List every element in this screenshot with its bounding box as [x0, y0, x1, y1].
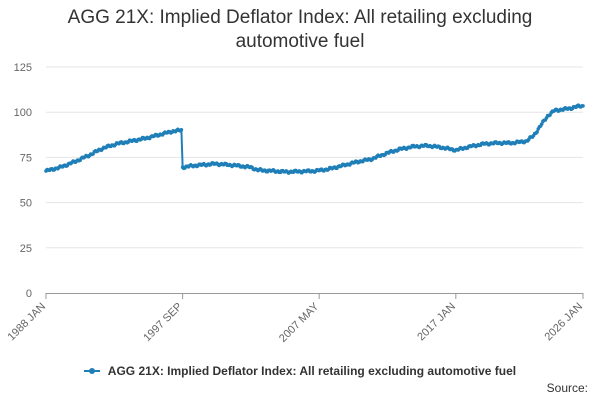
data-point: [539, 122, 544, 126]
axes: 0 25 50 75 100 125 1988 JAN 1997 SEP 2007 MAY 201…: [5, 62, 585, 345]
source-label[interactable]: Source:: [546, 381, 588, 395]
legend[interactable]: AGG 21X: Implied Deflator Index: All ret…: [0, 364, 600, 378]
legend-label: AGG 21X: Implied Deflator Index: All ret…: [107, 364, 517, 378]
chart-title: AGG 21X: Implied Deflator Index: All ret…: [67, 7, 533, 52]
y-tick-label-0: 0: [26, 288, 32, 300]
series-layer: [44, 103, 585, 175]
y-tick-label-75: 75: [20, 152, 32, 164]
y-tick-label-125: 125: [14, 62, 32, 74]
x-tick-label-1: 1997 SEP: [141, 301, 185, 345]
series-line-0: [45, 104, 584, 175]
data-point: [535, 130, 539, 134]
legend-line-marker-icon: [83, 367, 100, 374]
y-tick-label-25: 25: [20, 243, 32, 255]
x-tick-label-2: 2007 MAY: [277, 300, 322, 345]
x-tick-label-3: 2017 JAN: [415, 301, 458, 344]
y-tick-label-50: 50: [20, 198, 32, 210]
gridlines: [46, 66, 583, 249]
data-point: [581, 104, 585, 108]
x-tick-label-0: 1988 JAN: [5, 301, 48, 344]
y-tick-label-100: 100: [14, 107, 32, 119]
x-tick-label-4: 2026 JAN: [542, 301, 585, 344]
data-point: [179, 128, 184, 132]
